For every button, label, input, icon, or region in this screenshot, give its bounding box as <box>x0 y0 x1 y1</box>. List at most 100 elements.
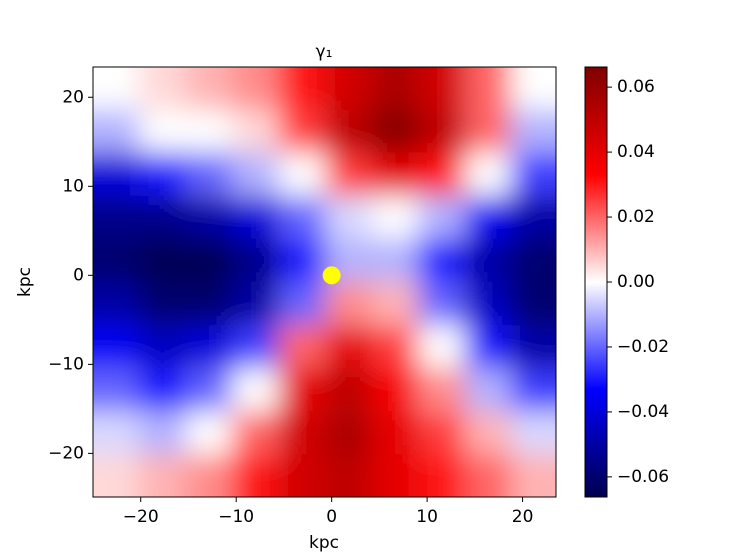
heatmap-cell <box>139 411 187 455</box>
heatmap-cell <box>510 367 556 412</box>
heatmap-cell <box>464 152 513 196</box>
heatmap-cell <box>186 196 234 240</box>
heatmap-cell <box>510 196 556 240</box>
heatmap-cell <box>418 196 466 240</box>
heatmap-cell <box>278 367 326 412</box>
heatmap-cell <box>510 109 556 153</box>
heatmap-cell <box>371 367 419 412</box>
heatmap-cell <box>464 238 513 283</box>
heatmap-cell <box>186 454 234 497</box>
colorbar-tick-label: −0.04 <box>617 402 669 422</box>
heatmap-cell <box>186 325 234 369</box>
heatmap-cell <box>278 411 326 455</box>
heatmap-cell <box>139 454 187 497</box>
heatmap-cell <box>139 152 187 196</box>
x-tick-label: −20 <box>123 507 159 527</box>
x-tick-label: −10 <box>218 507 254 527</box>
heatmap-cell <box>325 281 373 325</box>
heatmap-cell <box>231 411 280 455</box>
heatmap-cell <box>464 411 513 455</box>
chart-title: γ₁ <box>316 42 333 62</box>
heatmap-cell <box>464 367 513 412</box>
heatmap-cell <box>231 454 280 497</box>
heatmap-cell <box>231 196 280 240</box>
x-tick-label: 0 <box>326 507 337 527</box>
marker <box>322 266 341 285</box>
y-tick-label: 10 <box>62 176 84 196</box>
heatmap-area <box>93 67 556 497</box>
heatmap-cell <box>510 152 556 196</box>
heatmap-cell <box>464 454 513 497</box>
heatmap-cell <box>464 109 513 153</box>
heatmap-cell <box>186 109 234 153</box>
heatmap-cell <box>139 281 187 325</box>
heatmap-cell <box>231 109 280 153</box>
heatmap-cell <box>418 109 466 153</box>
heatmap-cell <box>231 367 280 412</box>
y-tick-label: −20 <box>48 443 84 463</box>
heatmap-cell <box>139 67 187 111</box>
x-axis-label: kpc <box>309 533 339 553</box>
heatmap-cell <box>278 196 326 240</box>
colorbar-tick-label: 0.04 <box>617 142 655 162</box>
heatmap-cell <box>139 238 187 283</box>
y-tick-label: 20 <box>62 87 84 107</box>
heatmap-cell <box>325 196 373 240</box>
heatmap-cell <box>231 325 280 369</box>
heatmap-cell <box>231 67 280 111</box>
x-tick-label: 20 <box>512 507 534 527</box>
heatmap-cell <box>186 411 234 455</box>
heatmap-cell <box>139 325 187 369</box>
heatmap-cell <box>464 67 513 111</box>
heatmap-cell <box>278 325 326 369</box>
colorbar-tick-label: −0.06 <box>617 467 669 487</box>
heatmap-cell <box>93 196 140 240</box>
y-tick-label: −10 <box>48 354 84 374</box>
x-tick-label: 10 <box>416 507 438 527</box>
heatmap-cell <box>93 454 140 497</box>
heatmap-cell <box>371 411 419 455</box>
heatmap-cell <box>139 196 187 240</box>
heatmap-cell <box>371 109 419 153</box>
heatmap-cell <box>418 238 466 283</box>
heatmap-cell <box>464 281 513 325</box>
heatmap-cell <box>325 109 373 153</box>
heatmap-cell <box>278 238 326 283</box>
heatmap-cell <box>93 325 140 369</box>
heatmap-cell <box>418 454 466 497</box>
heatmap-cell <box>278 109 326 153</box>
heatmap-cell <box>510 238 556 283</box>
heatmap-cell <box>510 67 556 111</box>
y-axis-label: kpc <box>15 267 35 297</box>
heatmap-cell <box>418 367 466 412</box>
heatmap-cell <box>325 67 373 111</box>
heatmap-cell <box>278 454 326 497</box>
heatmap-cell <box>325 411 373 455</box>
colorbar-tick-label: 0.02 <box>617 207 655 227</box>
heatmap-cell <box>510 325 556 369</box>
heatmap-cell <box>371 325 419 369</box>
heatmap-cell <box>186 238 234 283</box>
heatmap-cell <box>186 367 234 412</box>
heatmap-cell <box>510 281 556 325</box>
plot-frame <box>92 66 557 498</box>
heatmap-cell <box>93 238 140 283</box>
heatmap-cell <box>418 411 466 455</box>
colorbar-tick-label: 0.06 <box>617 77 655 97</box>
colorbar <box>584 66 608 498</box>
y-tick-label: 0 <box>73 265 84 285</box>
heatmap-cell <box>231 152 280 196</box>
heatmap-cell <box>93 152 140 196</box>
heatmap-cell <box>278 67 326 111</box>
heatmap-cell <box>418 152 466 196</box>
heatmap-cell <box>325 367 373 412</box>
heatmap-cell <box>371 152 419 196</box>
heatmap-cell <box>278 281 326 325</box>
heatmap-cells <box>93 67 556 497</box>
heatmap-cell <box>93 281 140 325</box>
heatmap-cell <box>139 109 187 153</box>
heatmap-cell <box>186 281 234 325</box>
heatmap-cell <box>231 238 280 283</box>
heatmap-cell <box>93 411 140 455</box>
